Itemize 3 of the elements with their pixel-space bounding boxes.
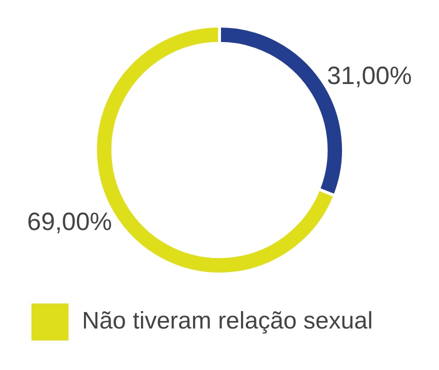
legend-label: Não tiveram relação sexual <box>82 308 373 335</box>
data-label: 31,00% <box>327 62 412 90</box>
data-label: 69,00% <box>27 208 112 236</box>
